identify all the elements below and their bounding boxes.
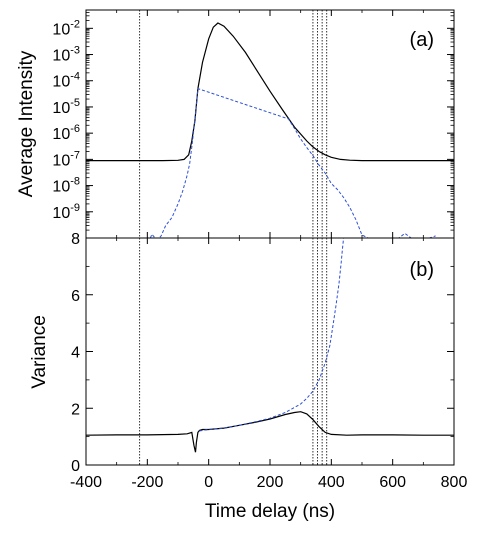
panel-a-y-axis-label: Average Intensity: [16, 50, 37, 197]
x-axis-label: Time delay (ns): [205, 501, 335, 522]
series-line-solid: [86, 22, 454, 162]
panel-a-average-intensity: 10-2 10-3 10-4 10-5 10-6 10-7 10-8 10-9 (a) Ave…: [16, 9, 455, 239]
panel-b-y-axis-label: Variance: [29, 315, 50, 389]
panel-a-label: (a): [410, 29, 434, 51]
y-tick-label: 4: [71, 345, 80, 362]
y-tick-label: 10-7: [52, 149, 80, 169]
series-line-dashed: [149, 87, 436, 238]
y-tick-label: 10-2: [52, 18, 80, 38]
y-tick-label: 10-8: [52, 176, 80, 196]
x-tick-label: -200: [131, 474, 163, 491]
panel-b-ticks: 0 2 4 6 8 -400 -200 0 200 400 600 800: [70, 231, 467, 491]
x-tick-label: -400: [70, 474, 102, 491]
panel-a-frame: [85, 9, 455, 239]
panel-a-ticks: 10-2 10-3 10-4 10-5 10-6 10-7 10-8 10-9: [52, 9, 455, 239]
panel-a-vertical-lines: [139, 10, 328, 238]
panel-b-series: [86, 238, 454, 453]
panel-b-vertical-lines: [139, 238, 328, 465]
y-tick-label: 10-9: [52, 202, 80, 222]
panel-b-frame: [85, 237, 455, 466]
y-tick-label: 6: [71, 288, 80, 305]
series-line-dashed: [199, 238, 345, 432]
panel-a-series: [86, 22, 454, 238]
x-tick-label: 400: [318, 474, 345, 491]
y-tick-label: 10-5: [52, 97, 80, 117]
y-tick-label: 2: [71, 401, 80, 418]
x-tick-label: 200: [257, 474, 284, 491]
x-tick-label: 800: [441, 474, 468, 491]
x-tick-label: 0: [204, 474, 213, 491]
x-tick-label: 600: [379, 474, 406, 491]
y-tick-label: 0: [71, 458, 80, 475]
y-tick-label: 8: [71, 231, 80, 248]
series-line-solid: [86, 411, 454, 453]
y-tick-label: 10-3: [52, 45, 80, 65]
panel-b-label: (b): [410, 259, 434, 281]
y-tick-label: 10-6: [52, 123, 80, 143]
y-tick-label: 10-4: [52, 71, 80, 91]
